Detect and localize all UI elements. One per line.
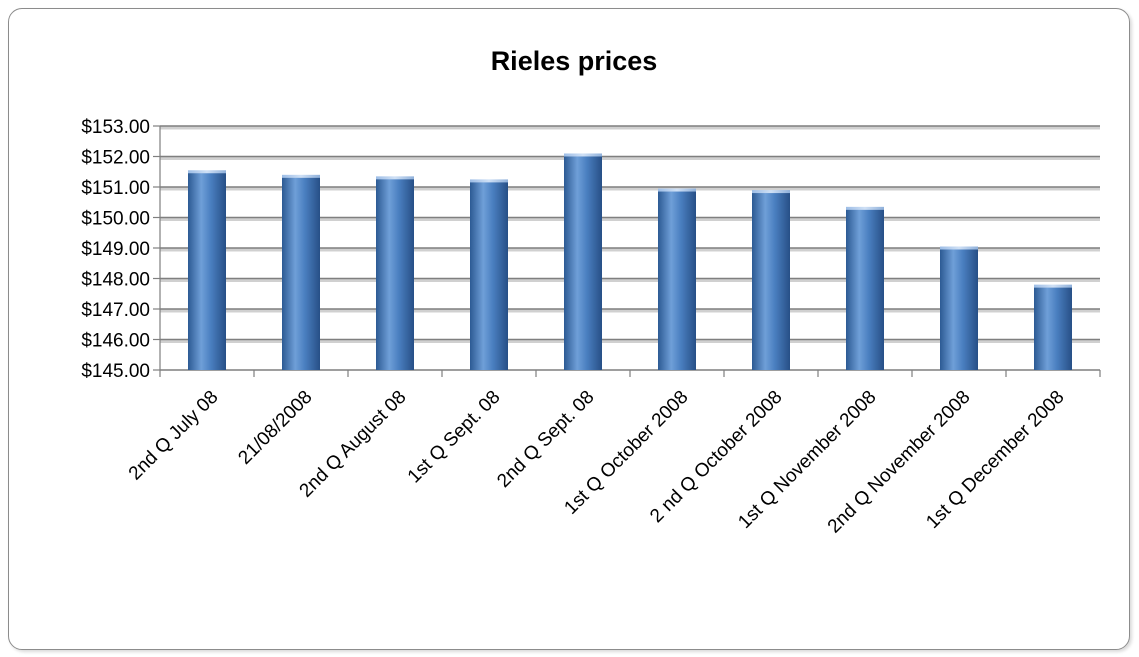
bar xyxy=(564,153,602,370)
bar xyxy=(188,170,226,370)
bar-top xyxy=(1034,284,1072,288)
bar-top xyxy=(658,188,696,192)
bar-body xyxy=(752,191,790,370)
bar-body xyxy=(564,154,602,370)
x-tick-label: 1st Q Sept. 08 xyxy=(404,387,505,488)
bar-top xyxy=(282,174,320,178)
bar xyxy=(846,206,884,370)
bar-top xyxy=(470,179,508,183)
x-tick-label: 2nd Q Sept. 08 xyxy=(493,387,598,492)
y-tick-label: $153.00 xyxy=(81,117,150,138)
bar xyxy=(1034,284,1072,370)
bar-body xyxy=(658,190,696,370)
x-tick-label: 21/08/2008 xyxy=(234,387,316,469)
bar-top xyxy=(564,153,602,157)
bar-body xyxy=(1034,286,1072,370)
y-tick-label: $148.00 xyxy=(81,270,150,291)
bar-top xyxy=(940,246,978,250)
bar-body xyxy=(846,208,884,370)
bar-body xyxy=(470,180,508,370)
bar-body xyxy=(376,177,414,370)
bar xyxy=(752,190,790,370)
bar xyxy=(376,176,414,370)
bars xyxy=(188,153,1072,370)
y-tick-label: $145.00 xyxy=(81,361,150,382)
bar-top xyxy=(846,206,884,210)
bar-body xyxy=(282,176,320,370)
bar-top xyxy=(752,190,790,194)
y-tick-label: $152.00 xyxy=(81,148,150,169)
y-tick-label: $149.00 xyxy=(81,239,150,260)
bar-body xyxy=(188,171,226,370)
bar xyxy=(940,246,978,370)
bar-top xyxy=(376,176,414,180)
bar xyxy=(658,188,696,370)
y-tick-label: $150.00 xyxy=(81,209,150,230)
y-tick-label: $151.00 xyxy=(81,178,150,199)
bar-top xyxy=(188,170,226,174)
bar-body xyxy=(940,248,978,370)
y-tick-label: $146.00 xyxy=(81,331,150,352)
y-tick-labels: $145.00 $146.00 $147.00 $148.00 $149.00 $150.… xyxy=(81,117,150,382)
x-tick-label: 2nd Q July 08 xyxy=(125,387,223,485)
bar xyxy=(282,174,320,370)
bar xyxy=(470,179,508,370)
chart-title: Rieles prices xyxy=(491,46,658,76)
y-tick-label: $147.00 xyxy=(81,300,150,321)
